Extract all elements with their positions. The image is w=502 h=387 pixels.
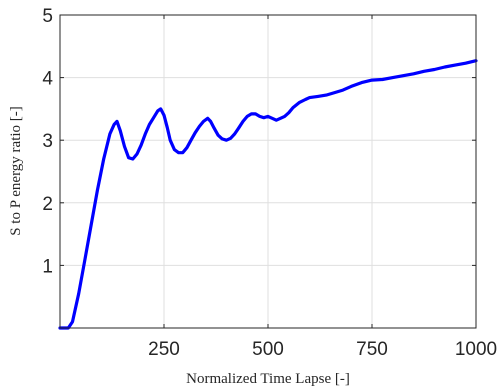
y-tick-label: 5 xyxy=(42,6,53,27)
y-tick-label: 4 xyxy=(42,69,53,90)
x-tick-label: 500 xyxy=(252,339,284,360)
series-group xyxy=(58,59,478,330)
x-tick-label: 1000 xyxy=(455,339,497,360)
x-tick-label: 750 xyxy=(356,339,388,360)
y-tick-label: 1 xyxy=(42,256,53,277)
x-axis-label: Normalized Time Lapse [-] xyxy=(186,371,350,387)
ticks: 250 500 750 1000 1 2 3 4 5 xyxy=(42,6,497,360)
series-line xyxy=(58,59,478,330)
y-axis-label: S to P energy ratio [-] xyxy=(8,106,24,236)
y-tick-label: 3 xyxy=(42,131,53,152)
x-tick-label: 250 xyxy=(148,339,180,360)
y-tick-label: 2 xyxy=(42,194,53,215)
